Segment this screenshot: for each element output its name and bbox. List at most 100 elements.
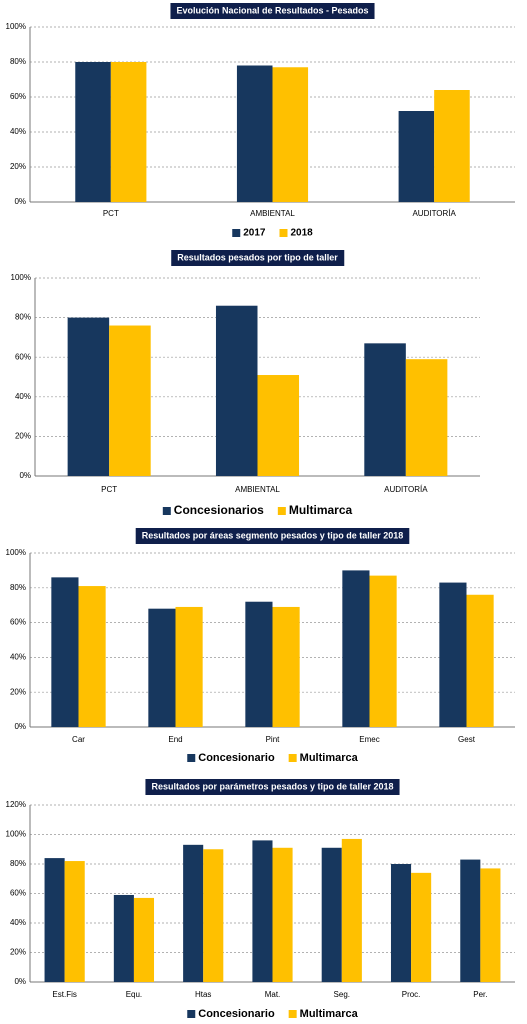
- x-tick-label: Equ.: [126, 990, 142, 999]
- x-tick-label: Per.: [473, 990, 487, 999]
- x-tick-label: Est.Fis: [52, 990, 76, 999]
- legend-swatch: [277, 507, 286, 515]
- legend: Concesionario Multimarca: [187, 1008, 359, 1020]
- legend-swatch: [162, 507, 171, 515]
- y-tick-label: 20%: [10, 948, 26, 957]
- bar: [148, 608, 176, 727]
- y-tick-label: 60%: [10, 92, 26, 101]
- bar: [272, 67, 309, 202]
- bar: [434, 90, 470, 202]
- chart: Evolución Nacional de Resultados - Pesad…: [6, 3, 515, 239]
- bar: [203, 849, 224, 982]
- bar: [113, 894, 134, 982]
- bar: [439, 582, 467, 727]
- bar: [109, 325, 151, 476]
- x-tick-label: AUDITORÍA: [384, 485, 428, 494]
- y-tick-label: 0%: [14, 197, 26, 206]
- bar: [342, 570, 370, 727]
- title-box: [145, 779, 400, 795]
- legend-swatch: [288, 754, 297, 762]
- bar: [257, 375, 300, 476]
- x-tick-label: AMBIENTAL: [235, 485, 280, 494]
- x-tick-label: PCT: [103, 209, 119, 218]
- y-tick-label: 80%: [10, 57, 26, 66]
- bar: [405, 359, 448, 476]
- legend-label: Concesionarios: [174, 503, 264, 517]
- bar: [272, 847, 293, 982]
- bar: [236, 65, 273, 202]
- x-tick-label: End: [168, 735, 182, 744]
- x-tick-label: Proc.: [402, 990, 421, 999]
- y-tick-label: 100%: [6, 830, 26, 839]
- title-box: [135, 528, 410, 544]
- legend-label: Multimarca: [289, 503, 353, 517]
- bar: [215, 305, 258, 476]
- bar: [466, 594, 494, 727]
- legend: Concesionarios Multimarca: [162, 503, 353, 517]
- x-tick-label: Car: [72, 735, 85, 744]
- chart: Resultados por parámetros pesados y tipo…: [6, 779, 515, 1020]
- y-tick-label: 0%: [14, 722, 26, 731]
- y-tick-label: 100%: [6, 22, 26, 31]
- y-tick-label: 80%: [15, 313, 31, 322]
- bar: [321, 847, 342, 982]
- bar: [272, 606, 300, 727]
- y-tick-label: 80%: [10, 583, 26, 592]
- bar: [78, 586, 106, 727]
- legend-label: 2017: [243, 228, 266, 239]
- legend: 2017 2018: [232, 228, 313, 239]
- bar: [51, 577, 79, 727]
- legend-swatch: [187, 754, 196, 762]
- legend-swatch: [187, 1010, 196, 1018]
- bar: [390, 864, 412, 982]
- y-tick-label: 100%: [6, 548, 26, 557]
- y-tick-label: 100%: [11, 273, 31, 282]
- bar: [64, 861, 85, 982]
- legend-swatch: [232, 229, 241, 237]
- y-tick-label: 60%: [15, 352, 31, 361]
- title-box: [171, 250, 345, 266]
- bar: [175, 606, 203, 727]
- bar: [398, 111, 435, 202]
- chart-title: Resultados por áreas segmento pesados y …: [142, 530, 404, 540]
- bar: [364, 343, 406, 476]
- y-tick-label: 20%: [10, 687, 26, 696]
- y-tick-label: 40%: [10, 918, 26, 927]
- bar: [133, 897, 155, 982]
- bar: [369, 575, 397, 727]
- chart: Resultados por áreas segmento pesados y …: [6, 528, 515, 764]
- bar: [341, 838, 362, 982]
- legend-label: 2018: [291, 228, 314, 239]
- chart: Resultados pesados por tipo de taller 0% 2…: [11, 250, 480, 517]
- x-tick-label: Htas: [195, 990, 211, 999]
- bar: [183, 844, 204, 982]
- x-tick-label: Gest: [458, 735, 476, 744]
- y-tick-label: 20%: [10, 162, 26, 171]
- legend-swatch: [279, 229, 288, 237]
- title-box: [170, 3, 375, 19]
- x-tick-label: AUDITORÍA: [412, 209, 456, 218]
- legend: Concesionario Multimarca: [187, 752, 359, 764]
- bar: [110, 62, 147, 202]
- bar: [245, 601, 273, 727]
- x-tick-label: Seg.: [334, 990, 350, 999]
- x-tick-label: AMBIENTAL: [250, 209, 295, 218]
- y-tick-label: 40%: [10, 127, 26, 136]
- bar: [67, 317, 110, 476]
- legend-label: Concesionario: [198, 1008, 275, 1020]
- x-tick-label: Pint: [266, 735, 281, 744]
- y-tick-label: 60%: [10, 889, 26, 898]
- y-tick-label: 60%: [10, 618, 26, 627]
- bar: [252, 840, 273, 982]
- legend-label: Multimarca: [300, 752, 359, 764]
- y-tick-label: 0%: [14, 977, 26, 986]
- y-tick-label: 120%: [6, 800, 26, 809]
- x-tick-label: PCT: [101, 485, 117, 494]
- y-tick-label: 40%: [15, 392, 31, 401]
- y-tick-label: 0%: [19, 471, 31, 480]
- legend-swatch: [288, 1010, 297, 1018]
- legend-label: Multimarca: [300, 1008, 359, 1020]
- bar: [44, 858, 65, 982]
- x-tick-label: Mat.: [265, 990, 281, 999]
- y-tick-label: 20%: [15, 432, 31, 441]
